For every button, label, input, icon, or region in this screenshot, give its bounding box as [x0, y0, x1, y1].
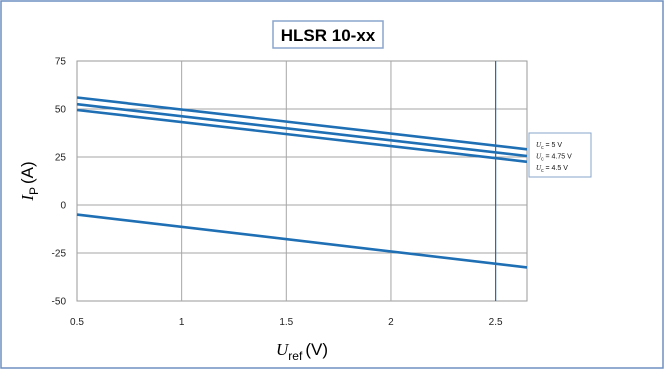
legend-subscript: c	[541, 157, 544, 163]
x-tick-labels: 0.5 1 1.5 2 2.5	[70, 317, 503, 328]
series-line-2	[76, 102, 528, 158]
legend: Uc = 5 VUc = 4.75 VUc = 4.5 V	[536, 141, 572, 174]
x-tick-label: 0.5	[70, 317, 84, 328]
legend-symbol: U	[536, 141, 542, 149]
plot-area	[76, 60, 528, 302]
y-axis-subscript: P	[27, 187, 41, 195]
x-axis-subscript: ref	[288, 349, 303, 363]
title-box	[272, 20, 384, 49]
legend-subscript: c	[541, 168, 544, 174]
y-axis-symbol: I	[18, 194, 37, 202]
y-tick-labels: -50 -25 0 25 50 75	[52, 57, 67, 308]
legend-symbol: U	[536, 153, 542, 161]
legend-entry: Uc = 4.5 V	[536, 164, 568, 174]
chart-title: HLSR 10-xx	[281, 26, 376, 45]
y-tick-label: -50	[52, 297, 67, 308]
series-line-1	[76, 96, 528, 151]
y-tick-label: 25	[55, 153, 67, 164]
x-tick-label: 1	[179, 317, 185, 328]
legend-value: = 4.5 V	[544, 165, 569, 172]
y-tick-label: 0	[60, 201, 66, 212]
series-line-4	[76, 213, 528, 269]
legend-value: = 4.75 V	[544, 154, 573, 161]
x-axis-label: Uref (V)	[276, 340, 328, 363]
x-tick-label: 2.5	[489, 317, 503, 328]
y-tick-label: 50	[55, 105, 67, 116]
legend-box	[528, 132, 592, 178]
svg-text:IP(A): IP (A)	[18, 161, 41, 201]
legend-entry: Uc = 5 V	[536, 141, 562, 151]
x-axis-unit: (V)	[305, 340, 328, 359]
grid	[77, 61, 527, 301]
x-tick-label: 1.5	[279, 317, 293, 328]
legend-entry: Uc = 4.75 V	[536, 153, 572, 163]
x-axis-symbol: U	[276, 340, 290, 359]
y-tick-label: 75	[55, 57, 67, 68]
x-tick-label: 2	[388, 317, 394, 328]
legend-symbol: U	[536, 164, 542, 172]
series-line-3	[76, 108, 528, 164]
legend-value: = 5 V	[544, 142, 563, 149]
y-tick-label: -25	[52, 249, 67, 260]
y-axis-unit: (A)	[18, 161, 37, 184]
y-axis-label: IP (A)	[18, 161, 41, 201]
series-group	[76, 96, 528, 269]
legend-subscript: c	[541, 145, 544, 151]
